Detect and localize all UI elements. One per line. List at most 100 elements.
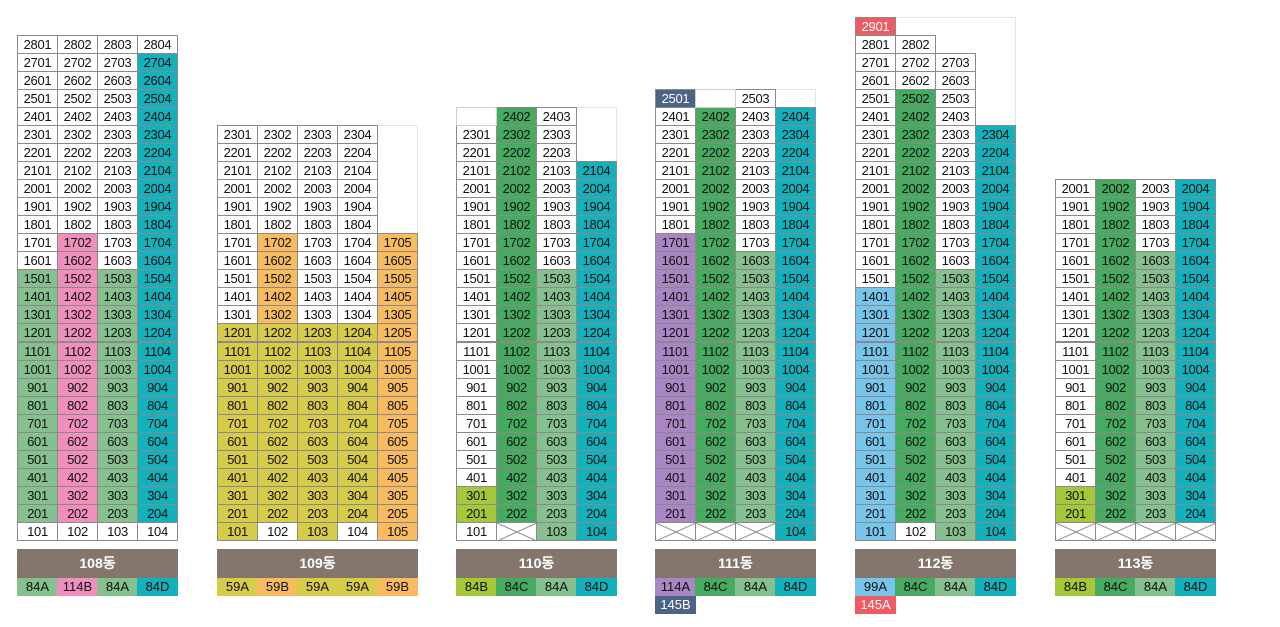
unit-cell: 1004 bbox=[576, 359, 617, 379]
unit-cell: 1401 bbox=[456, 287, 497, 307]
unit-cell: 703 bbox=[935, 413, 976, 433]
unit-cell: 1501 bbox=[855, 269, 896, 289]
unit-cell: 403 bbox=[935, 467, 976, 487]
unit-cell: 1004 bbox=[137, 359, 178, 379]
unit-cell: 1603 bbox=[1135, 251, 1176, 271]
unit-cell: 2503 bbox=[97, 88, 138, 108]
unit-cell: 2103 bbox=[297, 161, 338, 181]
unit-cell: 2102 bbox=[57, 161, 98, 181]
unit-cell: 1103 bbox=[536, 341, 577, 361]
unit-type-legend: 84A bbox=[735, 578, 776, 596]
unit-cell: 1903 bbox=[97, 197, 138, 217]
unit-cell: 1001 bbox=[17, 359, 58, 379]
unit-cell: 603 bbox=[297, 431, 338, 451]
unit-cell: 1802 bbox=[1095, 215, 1136, 235]
unit-cell: 503 bbox=[97, 449, 138, 469]
unit-cell: 2203 bbox=[297, 142, 338, 162]
unit-cell: 1202 bbox=[695, 323, 736, 343]
unit-cell: 301 bbox=[456, 485, 497, 505]
unit-cell: 2601 bbox=[855, 70, 896, 90]
unit-cell: 801 bbox=[855, 395, 896, 415]
unit-cell: 1701 bbox=[456, 233, 497, 253]
unit-cell: 1501 bbox=[1055, 269, 1096, 289]
unit-cell: 103 bbox=[97, 522, 138, 542]
unit-cell: 502 bbox=[895, 449, 936, 469]
unit-cell: 1704 bbox=[775, 233, 816, 253]
unit-cell: 1201 bbox=[456, 323, 497, 343]
unit-cell: 701 bbox=[17, 413, 58, 433]
pilotis-cell bbox=[695, 522, 736, 542]
unit-cell: 2302 bbox=[57, 124, 98, 144]
unit-cell: 202 bbox=[496, 503, 537, 523]
unit-cell: 1501 bbox=[456, 269, 497, 289]
unit-cell: 2302 bbox=[496, 124, 537, 144]
unit-cell: 903 bbox=[536, 377, 577, 397]
pilotis-cell bbox=[1175, 522, 1216, 542]
unit-cell: 1605 bbox=[377, 251, 418, 271]
unit-cell: 201 bbox=[655, 503, 696, 523]
unit-cell: 202 bbox=[57, 503, 98, 523]
unit-cell: 304 bbox=[1175, 485, 1216, 505]
unit-cell: 302 bbox=[1095, 485, 1136, 505]
unit-cell: 902 bbox=[57, 377, 98, 397]
unit-cell: 2503 bbox=[935, 88, 976, 108]
unit-cell: 401 bbox=[655, 467, 696, 487]
unit-cell: 301 bbox=[1055, 485, 1096, 505]
unit-cell: 1003 bbox=[1135, 359, 1176, 379]
unit-cell: 1301 bbox=[855, 305, 896, 325]
unit-cell: 1804 bbox=[137, 215, 178, 235]
unit-cell: 404 bbox=[576, 467, 617, 487]
unit-cell: 1002 bbox=[695, 359, 736, 379]
unit-cell: 1603 bbox=[536, 251, 577, 271]
unit-type-legend: 59B bbox=[257, 578, 298, 596]
unit-cell: 1203 bbox=[1135, 323, 1176, 343]
unit-cell: 1304 bbox=[137, 305, 178, 325]
unit-cell: 1101 bbox=[456, 341, 497, 361]
unit-cell: 501 bbox=[217, 449, 258, 469]
unit-cell: 804 bbox=[337, 395, 378, 415]
unit-cell: 303 bbox=[1135, 485, 1176, 505]
unit-cell: 1702 bbox=[1095, 233, 1136, 253]
unit-cell: 1902 bbox=[57, 197, 98, 217]
unit-cell: 1104 bbox=[1175, 341, 1216, 361]
unit-cell: 2203 bbox=[735, 142, 776, 162]
unit-cell: 701 bbox=[855, 413, 896, 433]
unit-cell: 504 bbox=[775, 449, 816, 469]
unit-cell: 1004 bbox=[975, 359, 1016, 379]
unit-cell: 2001 bbox=[1055, 179, 1096, 199]
unit-cell: 805 bbox=[377, 395, 418, 415]
unit-cell: 1301 bbox=[17, 305, 58, 325]
building-name-label: 110동 bbox=[456, 549, 617, 578]
unit-cell: 1503 bbox=[735, 269, 776, 289]
unit-cell: 903 bbox=[97, 377, 138, 397]
unit-cell: 601 bbox=[655, 431, 696, 451]
unit-cell: 302 bbox=[695, 485, 736, 505]
unit-cell: 1102 bbox=[57, 341, 98, 361]
unit-cell: 2403 bbox=[97, 106, 138, 126]
unit-cell: 2402 bbox=[695, 106, 736, 126]
unit-cell: 904 bbox=[1175, 377, 1216, 397]
unit-cell: 2404 bbox=[137, 106, 178, 126]
empty-cell bbox=[695, 88, 736, 108]
unit-cell: 601 bbox=[217, 431, 258, 451]
unit-cell: 1703 bbox=[1135, 233, 1176, 253]
unit-cell: 2202 bbox=[895, 142, 936, 162]
unit-cell: 2101 bbox=[217, 161, 258, 181]
unit-cell: 402 bbox=[57, 467, 98, 487]
unit-cell: 702 bbox=[257, 413, 298, 433]
unit-cell: 304 bbox=[137, 485, 178, 505]
unit-cell: 2203 bbox=[536, 142, 577, 162]
unit-cell: 2003 bbox=[297, 179, 338, 199]
unit-cell: 1401 bbox=[17, 287, 58, 307]
unit-cell: 1004 bbox=[337, 359, 378, 379]
unit-cell: 1103 bbox=[935, 341, 976, 361]
unit-cell: 2004 bbox=[975, 179, 1016, 199]
unit-cell: 1404 bbox=[576, 287, 617, 307]
unit-cell: 804 bbox=[576, 395, 617, 415]
unit-type-legend: 84B bbox=[456, 578, 497, 596]
unit-cell: 1201 bbox=[655, 323, 696, 343]
unit-cell: 1904 bbox=[1175, 197, 1216, 217]
unit-cell: 2003 bbox=[97, 179, 138, 199]
unit-cell: 2204 bbox=[337, 142, 378, 162]
unit-cell: 1703 bbox=[735, 233, 776, 253]
